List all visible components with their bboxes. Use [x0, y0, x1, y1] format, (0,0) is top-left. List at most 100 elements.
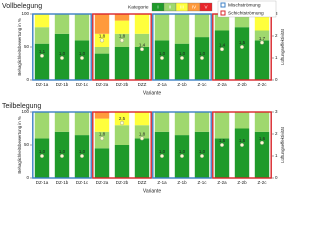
- x-tick-label: Z-1a: [157, 180, 167, 185]
- bar-segment: [174, 43, 190, 80]
- x-tick-label: DZ-1c: [76, 180, 89, 185]
- effectiveness-label: 1,5: [239, 40, 246, 45]
- group-frame: [92, 13, 152, 81]
- y2-tick-label: 2: [275, 33, 278, 38]
- effectiveness-marker: [239, 45, 244, 50]
- y2-tick-label: 2: [275, 131, 278, 136]
- bar-segment: [94, 112, 110, 119]
- bar-segment: [234, 128, 250, 178]
- panel-title: Vollbelegung: [2, 3, 42, 10]
- bar-segment: [134, 125, 150, 139]
- legend-box: [217, 0, 277, 18]
- group-frame: [32, 13, 92, 81]
- panel-title: Teilbelegung: [2, 103, 41, 110]
- effectiveness-marker: [119, 38, 124, 43]
- y-tick-label: 50: [24, 44, 30, 49]
- bar-segment: [134, 138, 150, 178]
- y-tick-label: 100: [21, 109, 29, 114]
- group-frame: [152, 111, 212, 179]
- effectiveness-marker: [159, 56, 164, 61]
- x-tick-label: Z-1c: [198, 180, 208, 185]
- effectiveness-label: 1,0: [59, 149, 66, 154]
- x-tick-label: Z-2b: [237, 180, 247, 185]
- bar-segment: [174, 112, 190, 136]
- effectiveness-label: 1,0: [179, 51, 186, 56]
- y-axis-label: Behaglichkeitsbewertung in %: [17, 116, 22, 174]
- page: Vollbelegung 0 50 100 0 1 2 3 Behaglichkeitsbewe…: [2, 0, 286, 195]
- effectiveness-label: 1,4: [139, 42, 146, 47]
- bar-segment: [114, 47, 130, 80]
- bar-segment: [94, 148, 110, 178]
- effectiveness-marker: [159, 153, 164, 158]
- x-tick-label: DZ-2b: [116, 82, 129, 87]
- effectiveness-label: 1,0: [159, 149, 166, 154]
- bar-segment: [134, 14, 150, 34]
- bar-segment: [214, 30, 230, 80]
- effectiveness-label: 1,0: [59, 51, 66, 56]
- x-tick-label: DZ-1a: [36, 82, 49, 87]
- effectiveness-label: 1,0: [79, 149, 86, 154]
- bar-segment: [54, 14, 70, 34]
- bar-segment: [134, 112, 150, 126]
- x-tick-label: DZ-2a: [96, 180, 109, 185]
- effectiveness-marker: [219, 47, 224, 52]
- effectiveness-marker: [139, 47, 144, 52]
- x-axis-label: Variante: [143, 188, 161, 194]
- bar-segment: [174, 14, 190, 44]
- x-tick-label: Z-2a: [217, 180, 227, 185]
- effectiveness-label: 1,0: [199, 149, 206, 154]
- bar-segment: [234, 27, 250, 80]
- effectiveness-label: 1,0: [199, 51, 206, 56]
- bar-segment: [114, 112, 130, 126]
- bar-segment: [34, 138, 50, 178]
- bar-segment: [234, 112, 250, 129]
- effectiveness-label: 1,8: [119, 34, 126, 39]
- bar-segment: [254, 14, 270, 31]
- y-tick-label: 0: [26, 77, 29, 82]
- bar-segment: [254, 40, 270, 80]
- y2-axis-label: Lüftungseffektivität: [280, 28, 285, 65]
- chart: Vollbelegung0501000123Behaglichkeitsbewe…: [2, 0, 285, 194]
- x-tick-label: DZ-1b: [56, 180, 69, 185]
- effectiveness-label: 1,5: [239, 138, 246, 143]
- group-frame: [152, 13, 212, 81]
- effectiveness-marker: [60, 153, 65, 158]
- bar-segment: [234, 14, 250, 28]
- bar-segment: [134, 47, 150, 80]
- bar-segment: [254, 131, 270, 178]
- bar-segment: [114, 145, 130, 178]
- effectiveness-label: 1,8: [139, 132, 146, 137]
- bar-segment: [74, 112, 90, 136]
- bar-segment: [114, 20, 130, 34]
- effectiveness-label: 2,5: [119, 116, 126, 121]
- bar-segment: [214, 138, 230, 178]
- y2-tick-label: 3: [275, 11, 278, 16]
- y2-tick-label: 0: [275, 175, 278, 180]
- legend-swatch: [199, 2, 213, 12]
- x-tick-label: DZ-1a: [36, 180, 49, 185]
- group-frame: [212, 111, 272, 179]
- legend-label: II: [169, 4, 172, 9]
- effectiveness-label: 1,0: [159, 51, 166, 56]
- x-tick-label: Z-1a: [157, 82, 167, 87]
- effectiveness-label: 1,8: [99, 132, 106, 137]
- effectiveness-label: 1,0: [179, 149, 186, 154]
- bar-segment: [74, 14, 90, 41]
- x-tick-label: Z-1c: [198, 82, 208, 87]
- effectiveness-label: 1,0: [79, 51, 86, 56]
- bar-segment: [194, 14, 210, 38]
- effectiveness-marker: [99, 38, 104, 43]
- x-tick-label: DZ-2a: [96, 82, 109, 87]
- bar-segment: [34, 27, 50, 44]
- x-axis-label: Variante: [143, 90, 161, 96]
- legend-label: Schichtströmung: [228, 10, 264, 16]
- effectiveness-label: 1,8: [99, 34, 106, 39]
- legend-label: V: [204, 4, 207, 9]
- x-tick-label: Z-2c: [258, 82, 268, 87]
- effectiveness-marker: [199, 153, 204, 158]
- bar-segment: [154, 40, 170, 80]
- effectiveness-label: 1,5: [219, 138, 226, 143]
- legend-swatch: [220, 2, 226, 8]
- bar-segment: [214, 112, 230, 139]
- effectiveness-marker: [199, 56, 204, 61]
